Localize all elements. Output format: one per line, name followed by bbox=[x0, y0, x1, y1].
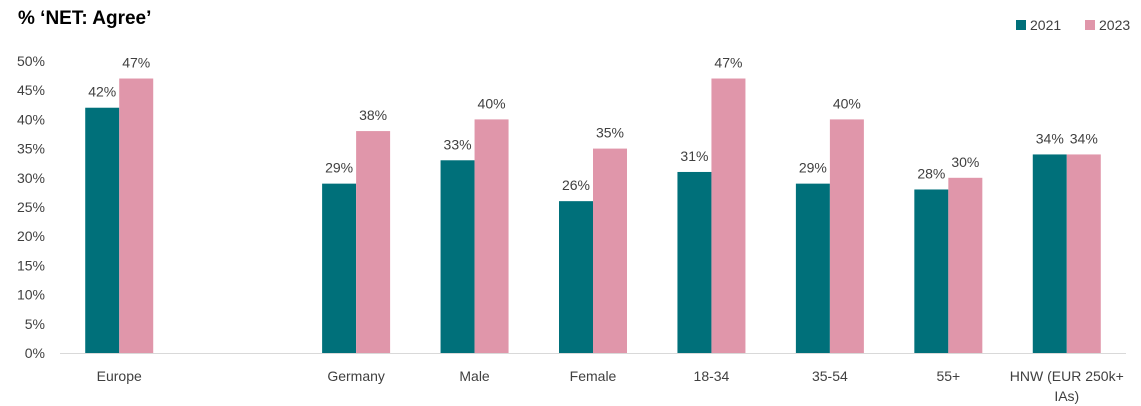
data-label: 34% bbox=[1070, 130, 1098, 146]
legend-swatch-2023 bbox=[1085, 20, 1095, 30]
x-category-label: Europe bbox=[97, 368, 142, 384]
y-tick-label: 10% bbox=[17, 287, 45, 303]
bar-2023 bbox=[948, 177, 983, 353]
bar-2023 bbox=[119, 78, 154, 354]
bar-2021 bbox=[559, 201, 593, 353]
data-label: 42% bbox=[88, 84, 116, 100]
y-tick-label: 15% bbox=[17, 257, 45, 273]
x-category-label: Female bbox=[570, 368, 617, 384]
x-category-label: HNW (EUR 250k+ bbox=[1010, 368, 1124, 384]
bar-2023 bbox=[474, 119, 509, 354]
x-category-label: 35-54 bbox=[812, 368, 848, 384]
y-tick-label: 20% bbox=[17, 228, 45, 244]
bar-2021 bbox=[914, 189, 949, 353]
y-tick-label: 0% bbox=[25, 345, 45, 361]
bar-2023 bbox=[1066, 154, 1101, 353]
bar-2023 bbox=[593, 148, 627, 353]
legend-swatch-2021 bbox=[1016, 20, 1026, 30]
y-tick-label: 35% bbox=[17, 141, 45, 157]
data-label: 40% bbox=[478, 95, 506, 111]
data-label: 26% bbox=[562, 177, 590, 193]
data-label: 47% bbox=[122, 55, 150, 71]
bar-2023 bbox=[829, 119, 864, 354]
y-tick-label: 40% bbox=[17, 111, 45, 127]
y-tick-label: 50% bbox=[17, 53, 45, 69]
bar-2021 bbox=[440, 160, 475, 353]
data-label: 31% bbox=[680, 148, 708, 164]
bar-2023 bbox=[356, 131, 391, 353]
data-label: 28% bbox=[917, 165, 945, 181]
data-label: 35% bbox=[596, 125, 624, 141]
x-category-label: IAs) bbox=[1054, 388, 1079, 404]
x-category-label: Male bbox=[459, 368, 490, 384]
y-tick-label: 25% bbox=[17, 199, 45, 215]
bar-2021 bbox=[322, 183, 357, 353]
y-tick-label: 45% bbox=[17, 82, 45, 98]
data-label: 47% bbox=[714, 55, 742, 71]
chart-title: % ‘NET: Agree’ bbox=[18, 8, 152, 29]
data-label: 38% bbox=[359, 107, 387, 123]
x-category-label: 18-34 bbox=[694, 368, 730, 384]
legend-label: 2023 bbox=[1099, 17, 1130, 33]
x-category-label: 55+ bbox=[936, 368, 960, 384]
data-label: 30% bbox=[951, 154, 979, 170]
bar-2021 bbox=[677, 171, 712, 353]
bar-2021 bbox=[1032, 154, 1067, 353]
y-tick-label: 5% bbox=[25, 316, 45, 332]
legend-label: 2021 bbox=[1030, 17, 1061, 33]
bar-2023 bbox=[711, 78, 746, 354]
x-category-label: Germany bbox=[327, 368, 385, 384]
data-label: 29% bbox=[325, 160, 353, 176]
bar-2021 bbox=[795, 183, 830, 353]
bar-2021 bbox=[85, 107, 120, 353]
data-label: 40% bbox=[833, 95, 861, 111]
y-tick-label: 30% bbox=[17, 170, 45, 186]
data-label: 34% bbox=[1036, 130, 1064, 146]
data-label: 29% bbox=[799, 160, 827, 176]
data-label: 33% bbox=[444, 136, 472, 152]
